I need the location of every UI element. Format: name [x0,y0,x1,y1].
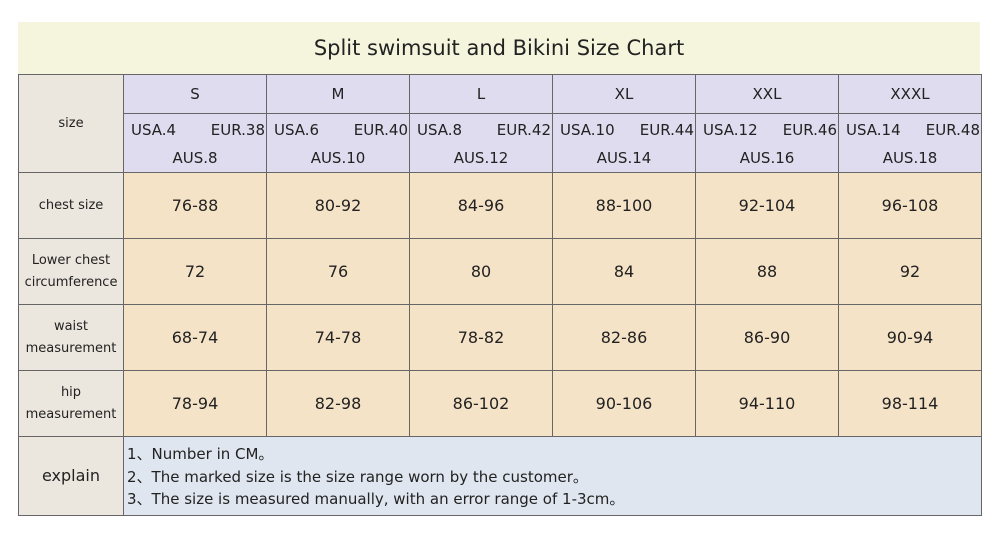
row-label: hip measurement [18,370,124,437]
explain-notes: 1、Number in CM。 2、The marked size is the … [123,436,982,516]
cell-value: 78-94 [123,370,267,437]
region-size: USA.12 [703,121,758,139]
size-header: S [123,74,267,114]
cell-value: 76-88 [123,172,267,239]
region-size: USA.6 [274,121,320,139]
row-label: waist measurement [18,304,124,371]
cell-value: 90-94 [838,304,982,371]
cell-value: 92 [838,238,982,305]
region-size: USA.10 [560,121,615,139]
region-sizes: USA.12 EUR.46 AUS.16 [695,113,839,173]
explain-note: 3、The size is measured manually, with an… [127,490,625,508]
row-header: size [18,74,124,173]
region-size: AUS.16 [739,149,795,167]
region-sizes: USA.6 EUR.40 AUS.10 [266,113,410,173]
cell-value: 82-86 [552,304,696,371]
cell-value: 72 [123,238,267,305]
cell-value: 92-104 [695,172,839,239]
cell-value: 80 [409,238,553,305]
region-sizes: USA.10 EUR.44 AUS.14 [552,113,696,173]
explain-note: 1、Number in CM。 [127,445,274,463]
cell-value: 86-102 [409,370,553,437]
cell-value: 94-110 [695,370,839,437]
region-size: USA.8 [417,121,463,139]
cell-value: 98-114 [838,370,982,437]
cell-value: 90-106 [552,370,696,437]
region-size: AUS.10 [310,149,366,167]
region-size: EUR.38 [210,121,265,139]
region-size: USA.14 [846,121,901,139]
region-sizes: USA.4 EUR.38 AUS.8 [123,113,267,173]
region-size: EUR.46 [782,121,837,139]
cell-value: 78-82 [409,304,553,371]
chart-title: Split swimsuit and Bikini Size Chart [18,22,980,74]
region-sizes: USA.14 EUR.48 AUS.18 [838,113,982,173]
region-size: EUR.40 [353,121,408,139]
region-size: AUS.8 [172,149,218,167]
region-size: EUR.48 [925,121,980,139]
cell-value: 76 [266,238,410,305]
cell-value: 74-78 [266,304,410,371]
size-header: L [409,74,553,114]
region-size: AUS.12 [453,149,509,167]
cell-value: 88-100 [552,172,696,239]
size-header: M [266,74,410,114]
cell-value: 68-74 [123,304,267,371]
region-size: AUS.14 [596,149,652,167]
cell-value: 84-96 [409,172,553,239]
size-header: XXL [695,74,839,114]
explain-note: 2、The marked size is the size range worn… [127,467,588,486]
cell-value: 82-98 [266,370,410,437]
size-header: XL [552,74,696,114]
region-size: USA.4 [131,121,177,139]
region-size: EUR.44 [639,121,694,139]
row-label: Lower chest circumference [18,238,124,305]
region-size: AUS.18 [882,149,938,167]
size-header: XXXL [838,74,982,114]
cell-value: 80-92 [266,172,410,239]
cell-value: 86-90 [695,304,839,371]
cell-value: 96-108 [838,172,982,239]
region-sizes: USA.8 EUR.42 AUS.12 [409,113,553,173]
explain-label: explain [18,436,124,516]
region-size: EUR.42 [496,121,551,139]
row-label: chest size [18,172,124,239]
cell-value: 84 [552,238,696,305]
cell-value: 88 [695,238,839,305]
